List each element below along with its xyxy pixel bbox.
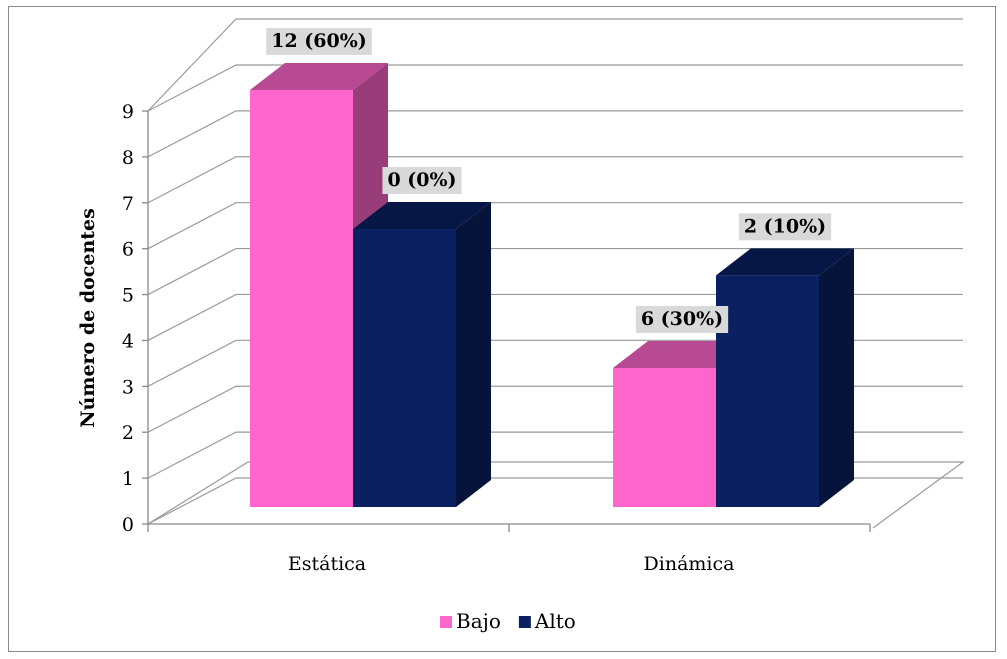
data-label: 0 (0%) [382,167,462,194]
bar-front[interactable] [613,368,716,507]
y-tick-label: 2 [122,422,134,444]
bar-top[interactable] [353,202,491,229]
data-label: 12 (60%) [266,28,372,55]
gridline [147,18,963,112]
legend-label: Bajo [456,609,501,633]
bars [250,63,854,508]
legend-item-bajo[interactable]: Bajo [440,609,501,633]
data-label-text: 6 (30%) [641,308,723,330]
y-tick-label: 7 [122,193,134,215]
y-tick-label: 0 [122,514,134,536]
data-label: 2 (10%) [738,213,832,241]
data-label-text: 0 (0%) [387,169,456,191]
data-label-text: 12 (60%) [271,30,367,52]
legend-swatch [440,616,452,628]
gridline [147,247,963,296]
y-tick-label: 1 [122,468,134,490]
gridline [147,156,963,204]
legend-swatch [518,616,531,628]
bar-side[interactable] [456,202,491,507]
bar-top[interactable] [716,248,854,276]
bar-front[interactable] [250,90,353,507]
data-label-bg [635,306,729,333]
y-tick-label: 4 [122,330,134,352]
bar-alto-1[interactable] [716,248,854,508]
data-label-bg [382,167,462,194]
y-axis-title: Número de docentes [77,208,99,428]
chart-walls [147,461,965,529]
y-tick-label: 8 [122,147,134,169]
bar-side[interactable] [819,248,854,508]
gridline [147,202,963,250]
bar-top[interactable] [250,63,388,90]
floor-outline [147,461,965,529]
axes [142,110,871,532]
y-tick-label: 9 [122,101,134,123]
data-label-text: 2 (10%) [744,215,826,237]
data-label: 6 (30%) [635,306,729,333]
y-tick-label: 3 [122,376,134,398]
bar-front[interactable] [716,275,819,507]
gridline [147,64,963,112]
data-label-bg [266,28,372,55]
legend-item-alto[interactable]: Alto [518,609,576,633]
bar-alto-0[interactable] [353,202,491,507]
legend: Bajo Alto [440,609,576,633]
x-category-label: Estática [288,553,366,575]
legend-label: Alto [534,609,576,633]
x-category-label: Dinámica [644,553,735,575]
y-tick-label: 5 [122,285,134,307]
data-label-bg [738,213,832,241]
gridline [147,110,963,158]
bar-front[interactable] [353,229,456,507]
y-tick-label: 6 [122,239,134,261]
